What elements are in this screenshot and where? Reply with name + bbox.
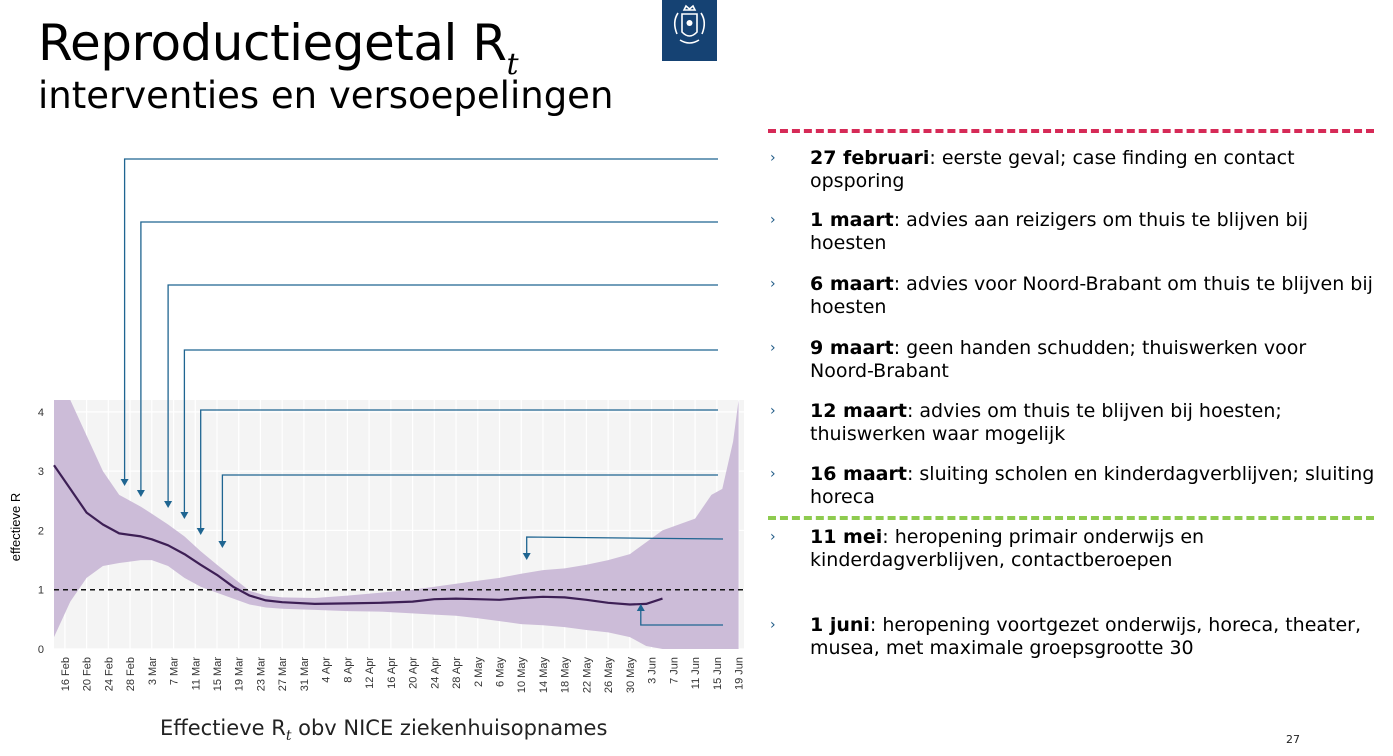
x-tick-label: 27 Mar bbox=[277, 657, 289, 692]
chevron-right-icon: › bbox=[770, 276, 776, 292]
arrow-head-icon bbox=[164, 501, 173, 508]
chevron-right-icon: › bbox=[770, 340, 776, 356]
x-tick-label: 15 Mar bbox=[212, 657, 224, 692]
y-tick-label: 4 bbox=[38, 407, 44, 419]
x-tick-label: 16 Apr bbox=[386, 657, 398, 689]
arrow-head-icon bbox=[196, 528, 205, 535]
x-tick-label: 19 Jun bbox=[734, 657, 746, 690]
event-date: 1 juni bbox=[810, 614, 870, 636]
y-tick-label: 2 bbox=[38, 525, 44, 537]
event-date: 16 maart bbox=[810, 463, 907, 485]
rt-chart: 0 1 2 3 4 16 Feb 20 Feb 24 Feb 28 Feb 3 Mar 7 Mar… bbox=[8, 158, 746, 694]
arrow-head-icon bbox=[522, 553, 531, 560]
x-tick-label: 11 Jun bbox=[690, 657, 702, 689]
arrow-head-icon bbox=[180, 512, 189, 519]
event-description: : advies om thuis te blijven bij hoesten… bbox=[810, 400, 1282, 445]
x-tick-label: 20 Apr bbox=[408, 657, 420, 689]
event-text: 16 maart: sluiting scholen en kinderdagv… bbox=[810, 463, 1375, 509]
event-date: 11 mei bbox=[810, 526, 883, 548]
separator-red bbox=[768, 129, 1374, 133]
x-tick-label: 3 Jun bbox=[647, 657, 659, 684]
x-tick-label: 30 May bbox=[625, 657, 637, 694]
x-tick-label: 28 Feb bbox=[125, 657, 137, 691]
arrow-head-icon bbox=[136, 490, 145, 497]
x-tick-label: 3 Mar bbox=[147, 657, 159, 685]
y-tick-label: 1 bbox=[38, 585, 44, 597]
intervention-connector bbox=[221, 474, 718, 542]
event-text: 1 maart: advies aan reizigers om thuis t… bbox=[810, 209, 1375, 255]
event-description: : eerste geval; case finding en contact … bbox=[810, 147, 1295, 192]
x-tick-label: 24 Feb bbox=[103, 657, 115, 691]
event-text: 6 maart: advies voor Noord-Brabant om th… bbox=[810, 273, 1375, 319]
x-tick-label: 10 May bbox=[516, 657, 528, 694]
y-axis-label: effectieve R bbox=[8, 493, 23, 561]
x-tick-label: 6 May bbox=[495, 657, 507, 687]
intervention-connector bbox=[140, 221, 718, 491]
event-date: 6 maart bbox=[810, 273, 894, 295]
event-date: 1 maart bbox=[810, 209, 894, 231]
event-text: 1 juni: heropening voortgezet onderwijs,… bbox=[810, 614, 1375, 660]
intervention-connector bbox=[200, 409, 718, 529]
x-tick-label: 31 Mar bbox=[299, 657, 311, 692]
confidence-band bbox=[54, 400, 739, 649]
event-description: : advies voor Noord-Brabant om thuis te … bbox=[810, 273, 1373, 318]
intervention-connector bbox=[526, 536, 724, 554]
event-text: 12 maart: advies om thuis te blijven bij… bbox=[810, 400, 1375, 446]
page-subtitle: interventies en versoepelingen bbox=[38, 74, 614, 117]
chevron-right-icon: › bbox=[770, 212, 776, 228]
x-tick-label: 14 May bbox=[538, 657, 550, 694]
intervention-connector bbox=[123, 158, 718, 480]
x-tick-label: 20 Feb bbox=[82, 657, 94, 691]
crest-icon bbox=[673, 4, 706, 44]
x-tick-label: 2 May bbox=[473, 657, 485, 687]
x-tick-label: 12 Apr bbox=[364, 657, 376, 689]
arrow-head-icon bbox=[120, 479, 129, 486]
chart-caption: Effectieve Rt obv NICE ziekenhuisopnames bbox=[160, 716, 608, 744]
x-tick-label: 7 Jun bbox=[668, 657, 680, 684]
event-text: 11 mei: heropening primair onderwijs en … bbox=[810, 526, 1375, 572]
x-tick-label: 16 Feb bbox=[60, 657, 72, 691]
page-title: Reproductiegetal Rt bbox=[38, 14, 519, 82]
x-tick-label: 18 May bbox=[560, 657, 572, 694]
event-date: 9 maart bbox=[810, 337, 894, 359]
x-tick-label: 7 Mar bbox=[169, 657, 181, 685]
event-description: : geen handen schudden; thuiswerken voor… bbox=[810, 337, 1307, 382]
separator-green bbox=[768, 516, 1374, 520]
x-tick-label: 4 Apr bbox=[321, 657, 333, 683]
arrow-head-icon bbox=[218, 541, 227, 548]
chevron-right-icon: › bbox=[770, 466, 776, 482]
event-description: : heropening voortgezet onderwijs, horec… bbox=[810, 614, 1362, 659]
y-tick-label: 3 bbox=[38, 466, 44, 478]
x-tick-label: 26 May bbox=[603, 657, 615, 694]
x-tick-label: 8 Apr bbox=[342, 657, 354, 683]
chevron-right-icon: › bbox=[770, 150, 776, 166]
intervention-connector bbox=[183, 349, 718, 513]
x-tick-label: 11 Mar bbox=[190, 657, 202, 691]
x-tick-label: 15 Jun bbox=[712, 657, 724, 690]
x-tick-label: 19 Mar bbox=[234, 657, 246, 692]
chevron-right-icon: › bbox=[770, 529, 776, 545]
event-text: 27 februari: eerste geval; case finding … bbox=[810, 147, 1375, 193]
chevron-right-icon: › bbox=[770, 617, 776, 633]
intervention-connector bbox=[640, 611, 723, 626]
x-tick-label: 22 May bbox=[581, 657, 593, 694]
chevron-right-icon: › bbox=[770, 403, 776, 419]
x-tick-label: 23 Mar bbox=[255, 657, 267, 692]
intervention-connector bbox=[167, 284, 718, 502]
x-tick-label: 28 Apr bbox=[451, 657, 463, 689]
x-tick-label: 24 Apr bbox=[429, 657, 441, 689]
event-description: : advies aan reizigers om thuis te blijv… bbox=[810, 209, 1309, 254]
y-tick-label: 0 bbox=[38, 644, 44, 656]
page-number: 27 bbox=[1286, 733, 1300, 746]
event-text: 9 maart: geen handen schudden; thuiswerk… bbox=[810, 337, 1375, 383]
event-description: : sluiting scholen en kinderdagverblijve… bbox=[810, 463, 1375, 508]
arrow-head-icon bbox=[636, 604, 645, 611]
event-date: 12 maart bbox=[810, 400, 907, 422]
rt-estimate-line bbox=[53, 464, 663, 606]
government-logo bbox=[662, 0, 717, 61]
event-description: : heropening primair onderwijs en kinder… bbox=[810, 526, 1205, 571]
event-date: 27 februari bbox=[810, 147, 930, 169]
